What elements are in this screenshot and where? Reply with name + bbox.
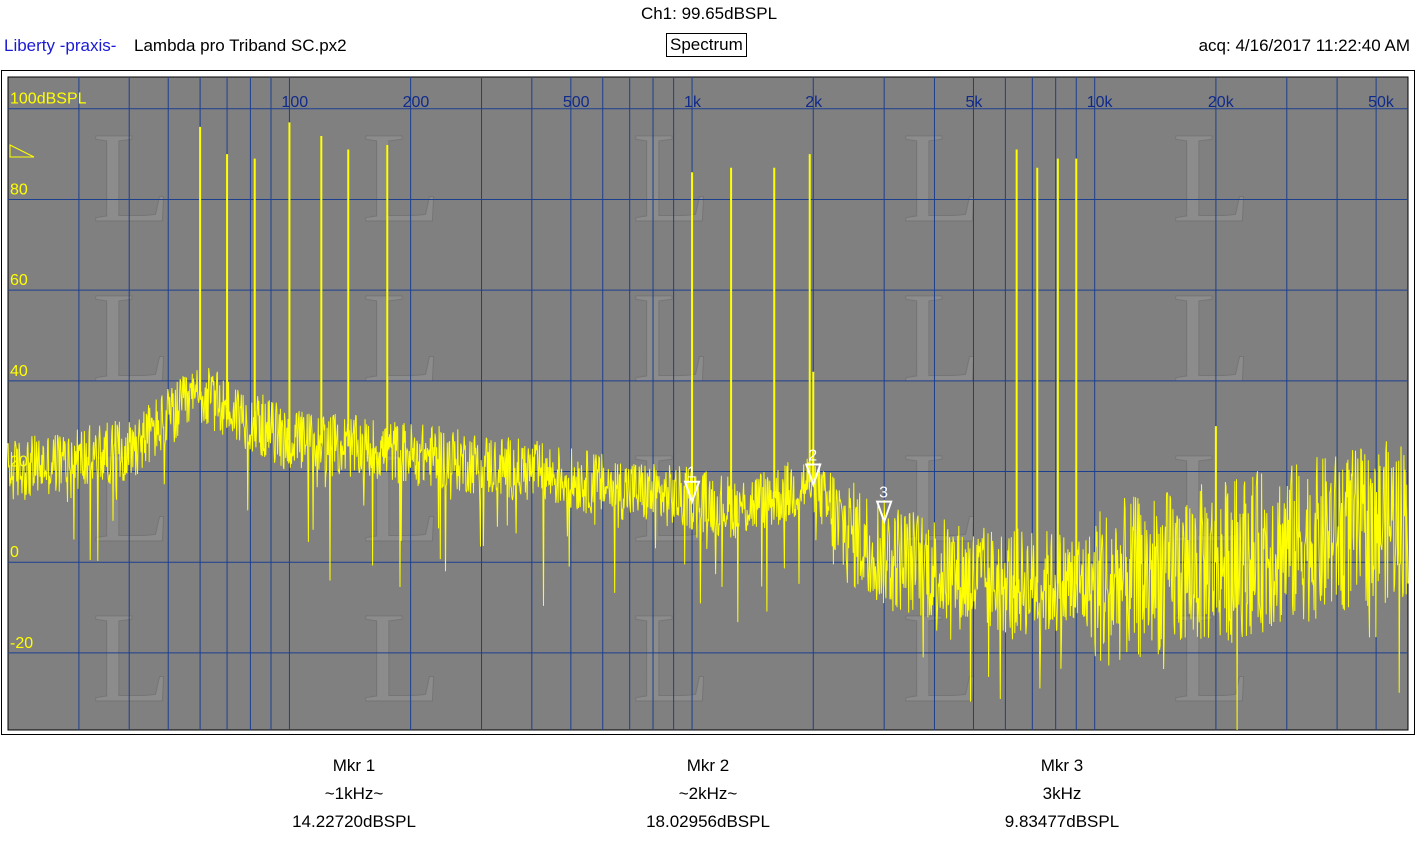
watermark-logo: L: [902, 586, 981, 730]
marker-3-label: 3: [879, 485, 888, 502]
watermark-logo: L: [1172, 266, 1251, 410]
x-tick-label-7: 10k: [1087, 94, 1114, 111]
watermark-logo: L: [362, 106, 441, 250]
y-tick-label-7: -20: [10, 635, 33, 652]
channel-reading: Ch1: 99.65dBSPL: [640, 4, 778, 23]
marker-1-icon: [683, 480, 701, 505]
marker-3-title: Mkr 3: [1040, 756, 1084, 775]
watermark-logo: L: [362, 586, 441, 730]
x-tick-label-2: 200: [403, 94, 430, 111]
marker-2-readout: Mkr 2 ~2kHz~ 18.02956dBSPL: [578, 752, 838, 836]
x-tick-label-9: 50k: [1368, 94, 1395, 111]
marker-3-frequency: 3kHz: [1042, 784, 1082, 803]
watermark-logo: L: [1172, 106, 1251, 250]
marker-1-title: Mkr 1: [332, 756, 376, 775]
marker-3-level: 9.83477dBSPL: [1004, 812, 1120, 831]
watermark-logo: L: [1172, 586, 1251, 730]
marker-2-title: Mkr 2: [686, 756, 730, 775]
spectrum-plot-frame: L L L L L L L L L L L L L L L L L L L L 100dBSPL 80 60 40 20 0 -20…: [1, 70, 1415, 735]
x-tick-label-4: 1k: [684, 94, 702, 111]
watermark-logo: L: [92, 106, 171, 250]
marker-1-label: 1: [687, 465, 696, 482]
watermark-logo: L: [1172, 426, 1251, 570]
x-tick-label-6: 5k: [965, 94, 983, 111]
watermark-logo: L: [632, 266, 711, 410]
watermark-logo: L: [902, 106, 981, 250]
marker-1-level: 14.22720dBSPL: [292, 812, 416, 831]
y-tick-label-3: 60: [10, 272, 28, 289]
level-pointer-icon: [9, 144, 35, 158]
marker-2-frequency: ~2kHz~: [678, 784, 738, 803]
watermark-logo: L: [632, 586, 711, 730]
y-tick-label-5: 20: [10, 454, 28, 471]
y-tick-label-6: 0: [10, 544, 19, 561]
y-tick-label-4: 40: [10, 363, 28, 380]
y-tick-label-1: 100dBSPL: [10, 91, 87, 108]
acquisition-timestamp: acq: 4/16/2017 11:22:40 AM: [1198, 36, 1410, 55]
x-tick-label-8: 20k: [1208, 94, 1235, 111]
view-mode-button[interactable]: Spectrum: [666, 33, 747, 57]
marker-3-readout: Mkr 3 3kHz 9.83477dBSPL: [932, 752, 1192, 836]
watermark-logo: L: [902, 266, 981, 410]
marker-3-icon: [875, 500, 893, 525]
watermark-logo: L: [92, 586, 171, 730]
x-tick-label-5: 2k: [805, 94, 823, 111]
y-tick-label-2: 80: [10, 181, 28, 198]
x-tick-label-3: 500: [563, 94, 590, 111]
x-tick-label-1: 100: [281, 94, 308, 111]
marker-1-readout: Mkr 1 ~1kHz~ 14.22720dBSPL: [224, 752, 484, 836]
spectrum-trace: [7, 368, 1409, 731]
spectrum-chart[interactable]: LLLLLLLLLLLLLLLLLLLL100dBSPL806040200-20…: [2, 71, 1414, 734]
file-name: Lambda pro Triband SC.px2: [134, 36, 347, 55]
watermark-logo: L: [632, 106, 711, 250]
marker-2-label: 2: [808, 447, 817, 464]
watermark-logo: L: [362, 266, 441, 410]
app-name: Liberty -praxis-: [4, 36, 117, 55]
watermark-logo: L: [92, 266, 171, 410]
marker-2-level: 18.02956dBSPL: [646, 812, 770, 831]
marker-1-frequency: ~1kHz~: [324, 784, 384, 803]
marker-2-icon: [804, 463, 822, 488]
